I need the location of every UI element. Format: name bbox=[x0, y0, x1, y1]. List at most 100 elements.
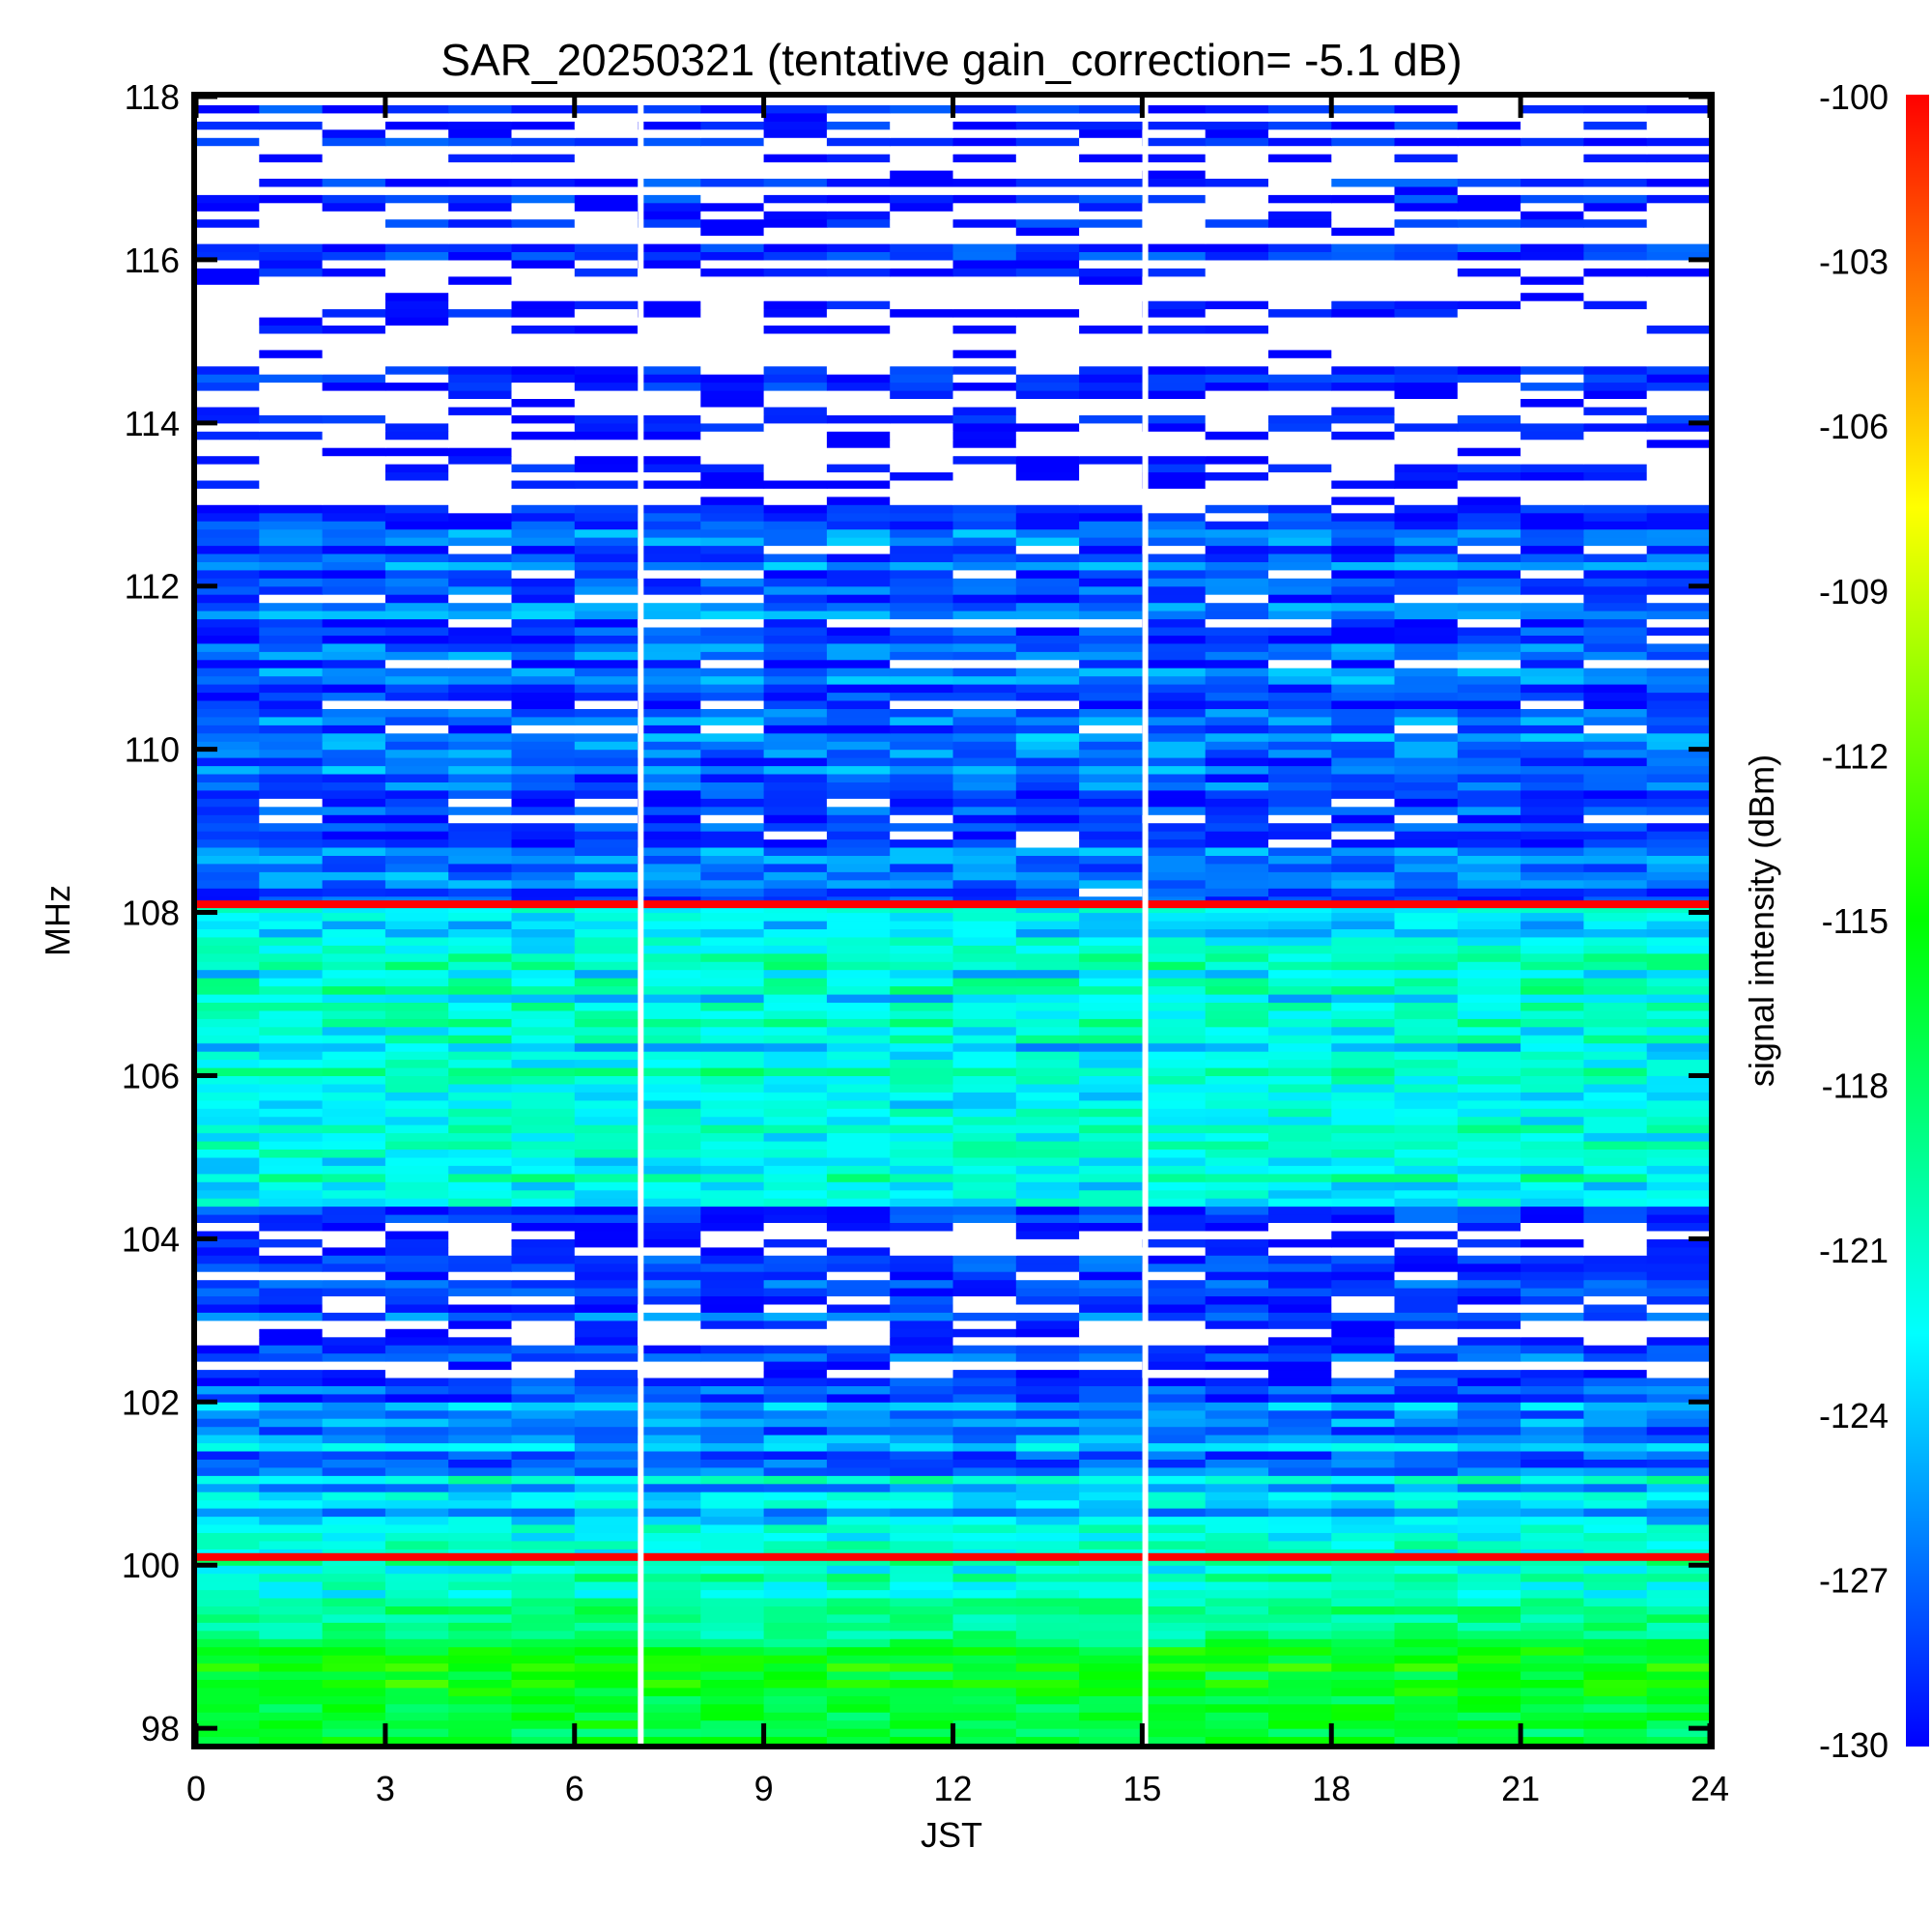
heatmap-cell bbox=[952, 789, 1017, 799]
heatmap-cell bbox=[1015, 1336, 1080, 1346]
heatmap-cell bbox=[448, 439, 513, 448]
heatmap-cell bbox=[1520, 1598, 1584, 1606]
heatmap-cell bbox=[1079, 1083, 1143, 1093]
heatmap-cell bbox=[322, 537, 386, 547]
heatmap-cell bbox=[826, 202, 891, 212]
heatmap-cell bbox=[890, 1385, 954, 1395]
heatmap-cell bbox=[826, 112, 891, 122]
heatmap-cell bbox=[952, 1009, 1017, 1019]
heatmap-cell bbox=[384, 496, 449, 505]
heatmap-cell bbox=[1142, 1622, 1207, 1632]
heatmap-cell bbox=[384, 1156, 449, 1166]
heatmap-cell bbox=[1331, 806, 1396, 815]
heatmap-cell bbox=[511, 863, 576, 872]
heatmap-cell bbox=[1205, 904, 1269, 914]
heatmap-cell bbox=[1646, 227, 1710, 237]
heatmap-cell bbox=[700, 504, 765, 514]
heatmap-cell bbox=[1583, 879, 1648, 889]
heatmap-cell bbox=[638, 635, 701, 644]
heatmap-cell bbox=[1331, 1573, 1396, 1582]
heatmap-cell bbox=[1205, 1532, 1269, 1542]
heatmap-cell bbox=[1268, 554, 1332, 562]
heatmap-cell bbox=[448, 1435, 513, 1444]
heatmap-cell bbox=[763, 1361, 828, 1371]
heatmap-cell bbox=[1142, 569, 1207, 579]
heatmap-cell bbox=[638, 1238, 701, 1248]
heatmap-cell bbox=[384, 178, 449, 187]
heatmap-cell bbox=[384, 121, 449, 130]
heatmap-cell bbox=[1331, 1361, 1396, 1371]
heatmap-cell bbox=[1142, 1719, 1207, 1729]
heatmap-cell bbox=[1646, 1719, 1710, 1729]
heatmap-cell bbox=[952, 235, 1017, 244]
heatmap-cell bbox=[511, 537, 576, 547]
heatmap-cell bbox=[826, 390, 891, 399]
heatmap-cell bbox=[511, 545, 576, 554]
heatmap-cell bbox=[1205, 749, 1269, 758]
heatmap-cell bbox=[1646, 504, 1710, 514]
heatmap-cell bbox=[322, 822, 386, 832]
heatmap-cell bbox=[1520, 341, 1584, 351]
heatmap-cell bbox=[511, 1459, 576, 1468]
heatmap-cell bbox=[1331, 978, 1396, 987]
heatmap-cell bbox=[890, 659, 954, 668]
heatmap-cell bbox=[638, 1009, 701, 1019]
heatmap-cell bbox=[1457, 431, 1521, 440]
heatmap-cell bbox=[826, 185, 891, 195]
heatmap-cell bbox=[1646, 341, 1710, 351]
heatmap-cell bbox=[259, 855, 324, 865]
heatmap-cell bbox=[574, 668, 639, 677]
heatmap-cell bbox=[826, 1002, 891, 1011]
heatmap-cell bbox=[196, 1687, 260, 1696]
heatmap-cell bbox=[322, 406, 386, 415]
heatmap-cell bbox=[1457, 1026, 1521, 1036]
heatmap-cell bbox=[1394, 161, 1459, 171]
heatmap-cell bbox=[952, 1671, 1017, 1680]
heatmap-cell bbox=[1520, 431, 1584, 440]
heatmap-cell bbox=[638, 455, 701, 465]
heatmap-cell bbox=[890, 602, 954, 611]
heatmap-cell bbox=[1331, 1736, 1396, 1745]
heatmap-cell bbox=[890, 904, 954, 914]
heatmap-cell bbox=[1646, 1712, 1710, 1721]
heatmap-cell bbox=[1079, 904, 1143, 914]
heatmap-cell bbox=[574, 455, 639, 465]
heatmap-cell bbox=[574, 1719, 639, 1729]
heatmap-cell bbox=[448, 1288, 513, 1296]
heatmap-cell bbox=[1205, 936, 1269, 946]
heatmap-cell bbox=[1142, 1532, 1207, 1542]
heatmap-cell bbox=[574, 781, 639, 791]
heatmap-cell bbox=[1583, 259, 1648, 269]
heatmap-cell bbox=[1205, 1378, 1269, 1386]
heatmap-cell bbox=[448, 1312, 513, 1321]
heatmap-cell bbox=[511, 1026, 576, 1036]
heatmap-cell bbox=[196, 847, 260, 856]
heatmap-cell bbox=[763, 618, 828, 628]
heatmap-cell bbox=[1142, 1499, 1207, 1509]
heatmap-cell bbox=[384, 275, 449, 285]
heatmap-cell bbox=[1394, 1499, 1459, 1509]
heatmap-cell bbox=[952, 1442, 1017, 1452]
heatmap-cell bbox=[384, 716, 449, 725]
heatmap-cell bbox=[384, 1026, 449, 1036]
heatmap-cell bbox=[196, 765, 260, 775]
heatmap-cell bbox=[574, 1116, 639, 1125]
heatmap-cell bbox=[1457, 1083, 1521, 1093]
heatmap-cell bbox=[1268, 406, 1332, 415]
heatmap-cell bbox=[1079, 1246, 1143, 1256]
heatmap-cell bbox=[1394, 814, 1459, 824]
heatmap-cell bbox=[700, 978, 765, 987]
heatmap-cell bbox=[196, 1083, 260, 1093]
heatmap-cell bbox=[322, 1385, 386, 1395]
heatmap-cell bbox=[638, 554, 701, 562]
heatmap-cell bbox=[574, 1393, 639, 1403]
heatmap-cell bbox=[700, 749, 765, 758]
heatmap-cell bbox=[384, 1255, 449, 1264]
heatmap-cell bbox=[1205, 211, 1269, 220]
heatmap-cell bbox=[1079, 537, 1143, 547]
heatmap-cell bbox=[1583, 1246, 1648, 1256]
heatmap-cell bbox=[700, 1418, 765, 1428]
heatmap-cell bbox=[1646, 1149, 1710, 1158]
heatmap-cell bbox=[1331, 847, 1396, 856]
heatmap-cell bbox=[259, 1075, 324, 1085]
